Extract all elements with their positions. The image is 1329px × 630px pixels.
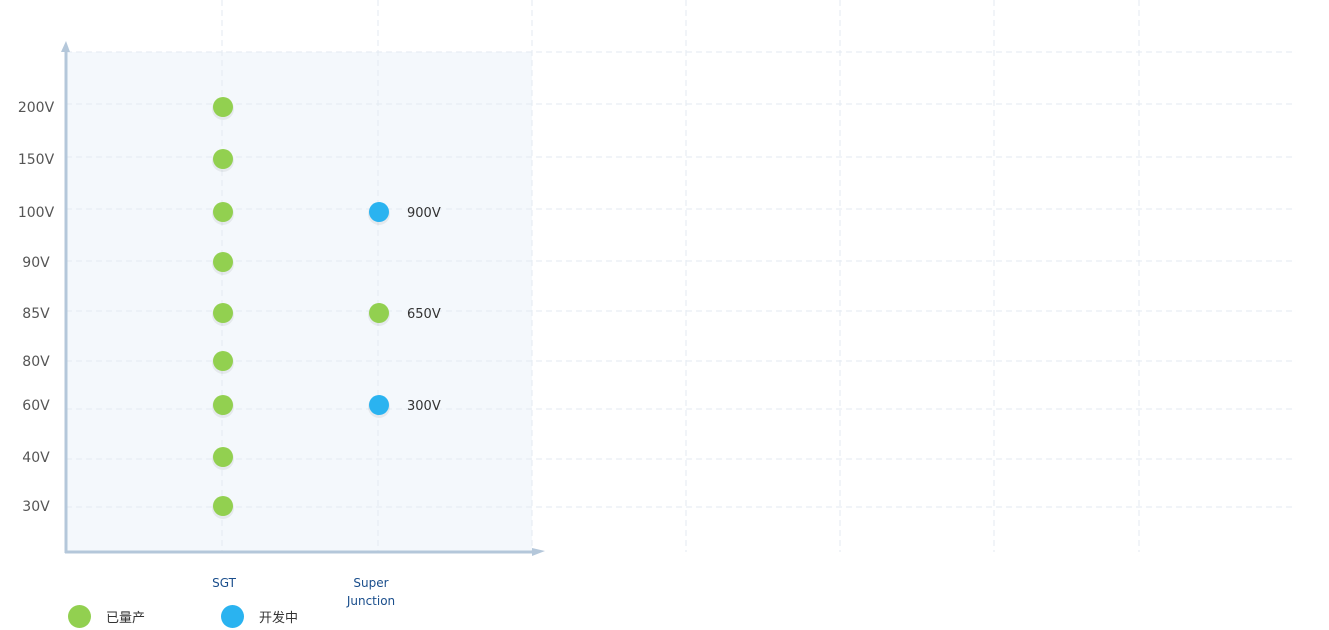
data-point — [369, 202, 389, 222]
x-axis-arrow — [532, 548, 545, 556]
legend-item-developing: 开发中 — [221, 605, 298, 628]
data-label: 900V — [407, 206, 441, 221]
legend-label: 开发中 — [259, 611, 299, 626]
y-tick-label: 100V — [18, 205, 55, 221]
data-point — [213, 149, 233, 169]
legend-item-mass-produced: 已量产 — [68, 605, 145, 628]
y-tick-label: 150V — [18, 152, 55, 168]
data-point — [213, 351, 233, 371]
data-point — [213, 496, 233, 516]
legend-label: 已量产 — [106, 611, 146, 626]
y-tick-label: 85V — [22, 306, 50, 322]
data-label: 300V — [407, 399, 441, 414]
y-tick-label: 200V — [18, 100, 55, 116]
y-tick-label: 80V — [22, 354, 50, 370]
legend-marker — [221, 605, 244, 628]
data-point — [213, 252, 233, 272]
data-point — [213, 303, 233, 323]
data-point — [369, 303, 389, 323]
legend-marker — [68, 605, 91, 628]
y-tick-label: 40V — [22, 450, 50, 466]
data-label: 650V — [407, 307, 441, 322]
data-point — [213, 202, 233, 222]
y-tick-label: 90V — [22, 255, 50, 271]
y-tick-label: 60V — [22, 398, 50, 414]
x-tick-label: SGT — [212, 576, 236, 590]
data-point — [369, 395, 389, 415]
data-point — [213, 395, 233, 415]
y-axis-arrow — [61, 41, 70, 52]
y-tick-label: 30V — [22, 499, 50, 515]
data-point — [213, 97, 233, 117]
data-point — [213, 447, 233, 467]
x-tick-label: Super — [353, 576, 388, 590]
plot-area — [66, 52, 532, 552]
x-tick-label: Junction — [346, 594, 395, 608]
